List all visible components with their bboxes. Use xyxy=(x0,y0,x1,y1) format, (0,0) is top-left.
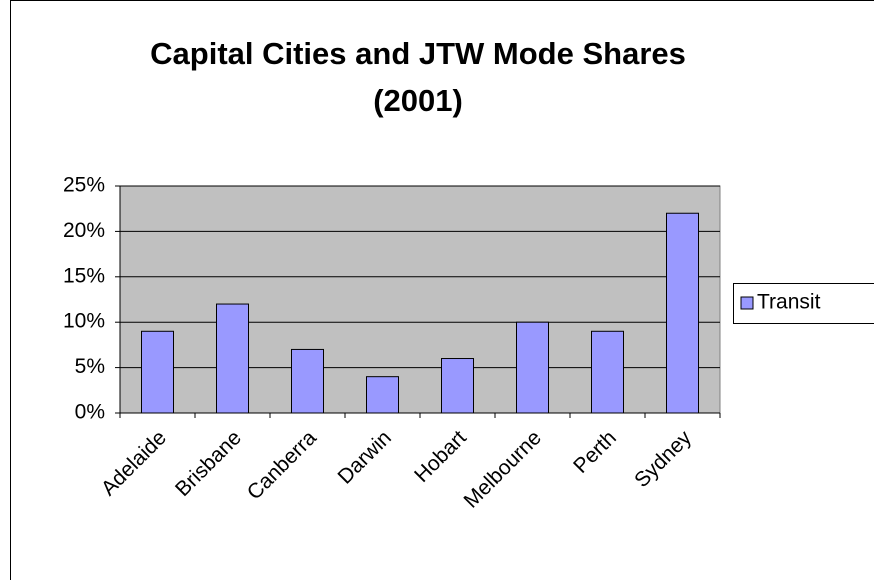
y-tick-label: 20% xyxy=(63,219,105,242)
bar xyxy=(441,358,474,414)
y-tick-label: 5% xyxy=(75,355,105,378)
y-tick-label: 10% xyxy=(63,310,105,333)
bar xyxy=(141,330,174,414)
x-tick-label: Sydney xyxy=(630,426,696,492)
plot-area xyxy=(119,185,721,414)
chart-border xyxy=(10,0,874,580)
x-tick-label: Perth xyxy=(569,426,621,478)
bar xyxy=(666,212,699,414)
x-tick-label: Canberra xyxy=(243,426,321,504)
bar xyxy=(216,303,249,414)
x-tick-label: Adelaide xyxy=(97,426,171,500)
bar xyxy=(591,330,624,414)
x-tick-label: Darwin xyxy=(333,426,395,488)
legend-swatch xyxy=(740,296,754,310)
y-tick-label: 0% xyxy=(75,401,105,424)
legend-box xyxy=(733,283,874,324)
y-tick-label: 25% xyxy=(63,174,105,197)
x-tick-label: Hobart xyxy=(410,426,471,487)
y-tick-label: 15% xyxy=(63,264,105,287)
x-tick-label: Brisbane xyxy=(171,426,246,501)
bar xyxy=(366,376,399,414)
bar xyxy=(291,348,324,414)
chart-title: Capital Cities and JTW Mode Shares (2001… xyxy=(150,36,686,118)
x-tick-label: Melbourne xyxy=(460,426,546,512)
legend-label: Transit xyxy=(757,291,821,314)
bar xyxy=(516,321,549,414)
